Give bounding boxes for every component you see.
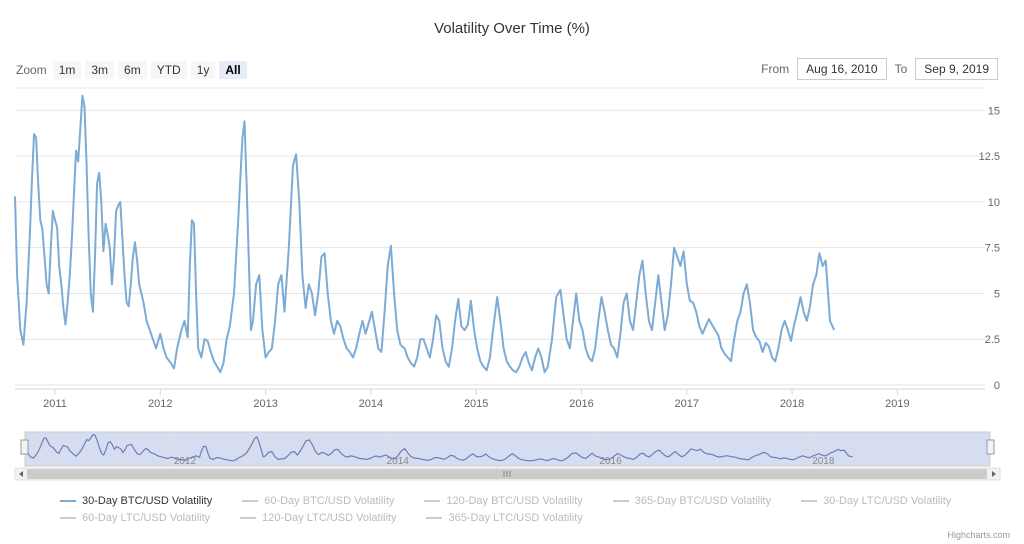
y-tick-label: 7.5 — [985, 243, 1000, 255]
y-axis: 0 2.5 5 7.5 10 12.5 15 — [979, 105, 1000, 392]
navigator-handle-left[interactable] — [20, 439, 29, 455]
legend-item[interactable]: 365-Day LTC/USD Volatility — [426, 511, 583, 524]
navigator-mask — [24, 431, 991, 467]
legend-label: 30-Day LTC/USD Volatility — [823, 494, 952, 507]
zoom-button-1y[interactable]: 1y — [190, 61, 216, 79]
zoom-button-all[interactable]: All — [219, 61, 247, 79]
zoom-label: Zoom — [16, 63, 47, 77]
scrollbar-left-arrow-icon[interactable] — [19, 471, 23, 477]
y-tick-label: 2.5 — [985, 334, 1000, 346]
legend-item[interactable]: 120-Day LTC/USD Volatility — [240, 512, 396, 524]
x-tick-label: 2013 — [253, 398, 277, 410]
x-tick-label: 2012 — [148, 398, 172, 410]
to-date-input[interactable]: Sep 9, 2019 — [915, 58, 998, 80]
navigator-tick-label: 2014 — [387, 456, 410, 467]
legend-item[interactable]: 30-Day LTC/USD Volatility — [801, 495, 951, 507]
x-tick-label: 2016 — [569, 398, 593, 410]
legend-label: 120-Day LTC/USD Volatility — [262, 511, 397, 524]
navigator-tick-label: 2016 — [599, 456, 622, 467]
legend-swatch — [240, 516, 257, 519]
x-axis: 2011 2012 2013 2014 2015 2016 2017 2018 2019 — [15, 388, 985, 410]
scrollbar — [14, 467, 1001, 481]
y-tick-label: 5 — [994, 288, 1000, 300]
legend-row: 60-Day LTC/USD Volatility 120-Day LTC/USD… — [60, 509, 1000, 526]
x-tick-label: 2011 — [43, 398, 67, 410]
x-tick-label: 2017 — [675, 398, 699, 410]
zoom-button-1m[interactable]: 1m — [52, 61, 82, 79]
legend-item[interactable]: 120-Day BTC/USD Volatility — [424, 494, 583, 507]
legend-swatch — [426, 516, 443, 519]
scrollbar-grip-icon — [503, 471, 511, 477]
legend-label: 60-Day BTC/USD Volatility — [264, 494, 395, 507]
legend-swatch — [424, 499, 441, 502]
legend-label: 60-Day LTC/USD Volatility — [82, 511, 211, 524]
y-tick-label: 0 — [994, 380, 1000, 392]
credits-link[interactable]: Highcharts.com — [947, 530, 1010, 540]
x-tick-label: 2015 — [464, 398, 488, 410]
legend-swatch — [612, 499, 629, 502]
legend-row: 30-Day BTC/USD Volatility 60-Day BTC/USD … — [60, 492, 1000, 509]
zoom-button-ytd[interactable]: YTD — [150, 61, 187, 79]
x-tick-label: 2019 — [885, 398, 909, 410]
y-tick-label: 12.5 — [979, 151, 1000, 163]
y-tick-label: 15 — [988, 105, 1000, 117]
grid-lines — [15, 87, 985, 386]
scrollbar-right-arrow-icon[interactable] — [992, 471, 996, 477]
zoom-button-3m[interactable]: 3m — [85, 61, 115, 79]
legend-swatch — [242, 499, 259, 502]
chart-title: Volatility Over Time (%) — [434, 20, 590, 37]
x-tick-label: 2014 — [359, 398, 383, 410]
legend-item[interactable]: 365-Day BTC/USD Volatility — [612, 494, 772, 507]
zoom-button-6m[interactable]: 6m — [118, 61, 147, 79]
navigator-tick-label: 2018 — [812, 456, 835, 467]
legend-item[interactable]: 60-Day LTC/USD Volatility — [60, 512, 210, 524]
from-date-input[interactable]: Aug 16, 2010 — [797, 58, 887, 80]
legend-swatch — [801, 499, 818, 502]
legend-label: 365-Day LTC/USD Volatility — [448, 511, 583, 524]
navigator: 2012 2014 2016 2018 — [20, 431, 995, 467]
date-range-selector: From Aug 16, 2010 To Sep 9, 2019 — [761, 58, 998, 80]
from-label: From — [761, 62, 790, 76]
legend-swatch — [60, 499, 76, 502]
legend-label: 120-Day BTC/USD Volatility — [446, 494, 583, 507]
legend-item[interactable]: 60-Day BTC/USD Volatility — [242, 495, 394, 507]
y-tick-label: 10 — [988, 197, 1000, 209]
x-tick-label: 2018 — [780, 398, 804, 410]
chart-legend: 30-Day BTC/USD Volatility 60-Day BTC/USD … — [60, 492, 1000, 526]
legend-label: 365-Day BTC/USD Volatility — [634, 494, 772, 507]
series-line-30day-btc — [14, 94, 836, 374]
navigator-handle-right[interactable] — [986, 439, 995, 455]
zoom-selector: Zoom 1m 3m 6m YTD 1y All — [16, 60, 247, 80]
navigator-tick-label: 2012 — [174, 456, 197, 467]
legend-item[interactable]: 30-Day BTC/USD Volatility — [60, 495, 212, 507]
legend-label: 30-Day BTC/USD Volatility — [82, 494, 213, 507]
legend-swatch — [60, 516, 76, 519]
navigator-series-line — [24, 433, 853, 462]
to-label: To — [894, 62, 908, 76]
